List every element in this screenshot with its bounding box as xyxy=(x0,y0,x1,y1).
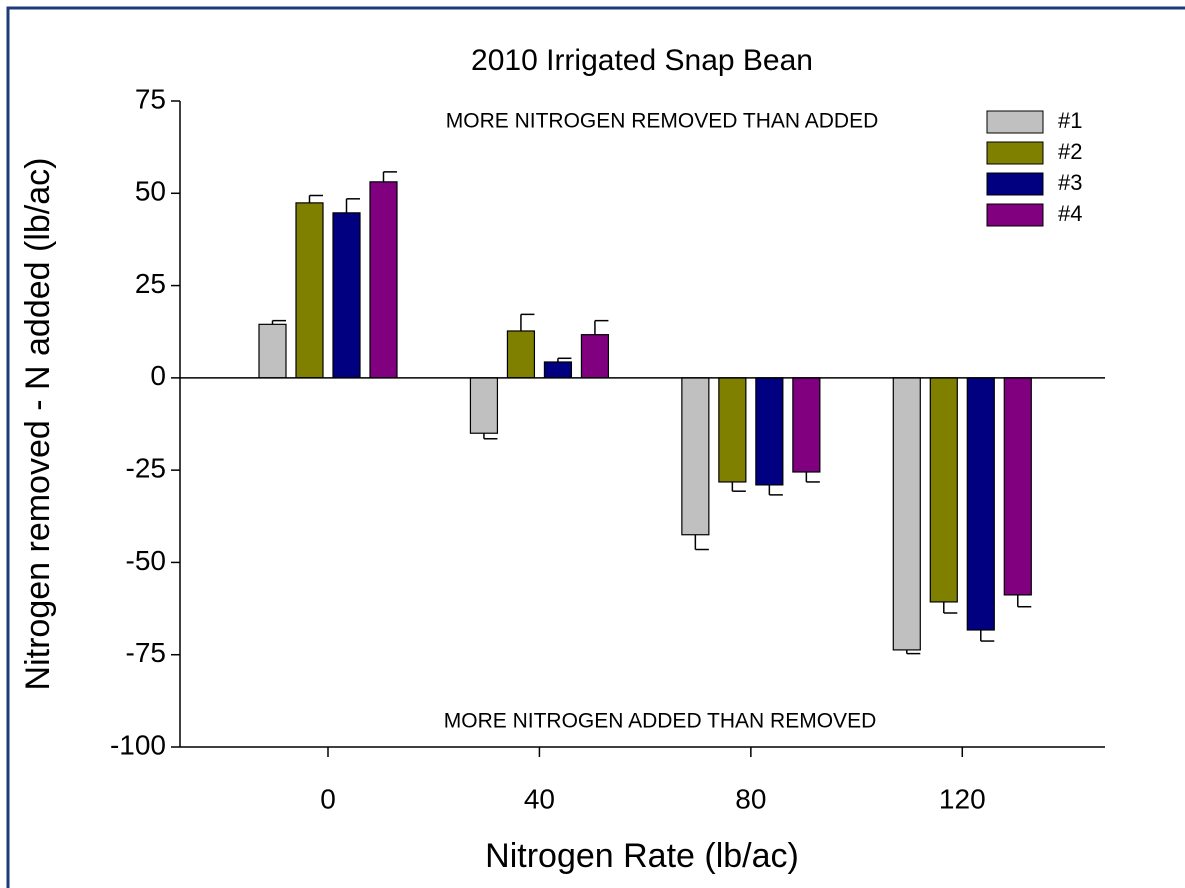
y-tick-label: -50 xyxy=(126,545,166,576)
legend-label: #1 xyxy=(1058,108,1082,133)
bar xyxy=(892,377,921,651)
legend-swatch xyxy=(986,141,1044,165)
bar xyxy=(506,330,536,379)
bar xyxy=(543,361,573,379)
y-tick-label: 25 xyxy=(135,268,166,299)
bar xyxy=(469,377,499,434)
x-tick-label: 120 xyxy=(939,783,986,814)
y-tick-label: -25 xyxy=(126,453,166,484)
y-tick-label: 50 xyxy=(135,176,166,207)
y-tick-label: -100 xyxy=(110,729,166,760)
bar xyxy=(792,377,821,473)
legend-label: #3 xyxy=(1058,170,1082,195)
bar xyxy=(966,377,995,631)
y-tick-label: 0 xyxy=(150,360,166,391)
annotation: MORE NITROGEN ADDED THAN REMOVED xyxy=(444,710,877,733)
legend-swatch xyxy=(986,172,1044,196)
bar xyxy=(681,377,710,536)
legend-label: #2 xyxy=(1058,139,1082,164)
legend-swatch xyxy=(986,110,1044,134)
bar xyxy=(369,181,398,379)
bar xyxy=(332,212,361,379)
frame xyxy=(6,6,1185,888)
x-axis-label: Nitrogen Rate (lb/ac) xyxy=(485,837,799,875)
bar xyxy=(1003,377,1032,596)
x-tick-label: 80 xyxy=(735,783,766,814)
bar xyxy=(258,323,287,379)
bar xyxy=(929,377,958,603)
bar xyxy=(580,334,610,379)
y-tick-label: -75 xyxy=(126,637,166,668)
annotation: MORE NITROGEN REMOVED THAN ADDED xyxy=(446,110,879,133)
chart-title: 2010 Irrigated Snap Bean xyxy=(471,44,813,77)
y-axis-label: Nitrogen removed - N added (lb/ac) xyxy=(19,158,57,691)
bar xyxy=(718,377,747,483)
bar xyxy=(295,202,324,379)
legend-swatch xyxy=(986,203,1044,227)
legend-label: #4 xyxy=(1058,201,1082,226)
y-tick-label: 75 xyxy=(135,83,166,114)
x-tick-label: 40 xyxy=(524,783,555,814)
x-tick-label: 0 xyxy=(320,783,336,814)
bar xyxy=(755,377,784,486)
